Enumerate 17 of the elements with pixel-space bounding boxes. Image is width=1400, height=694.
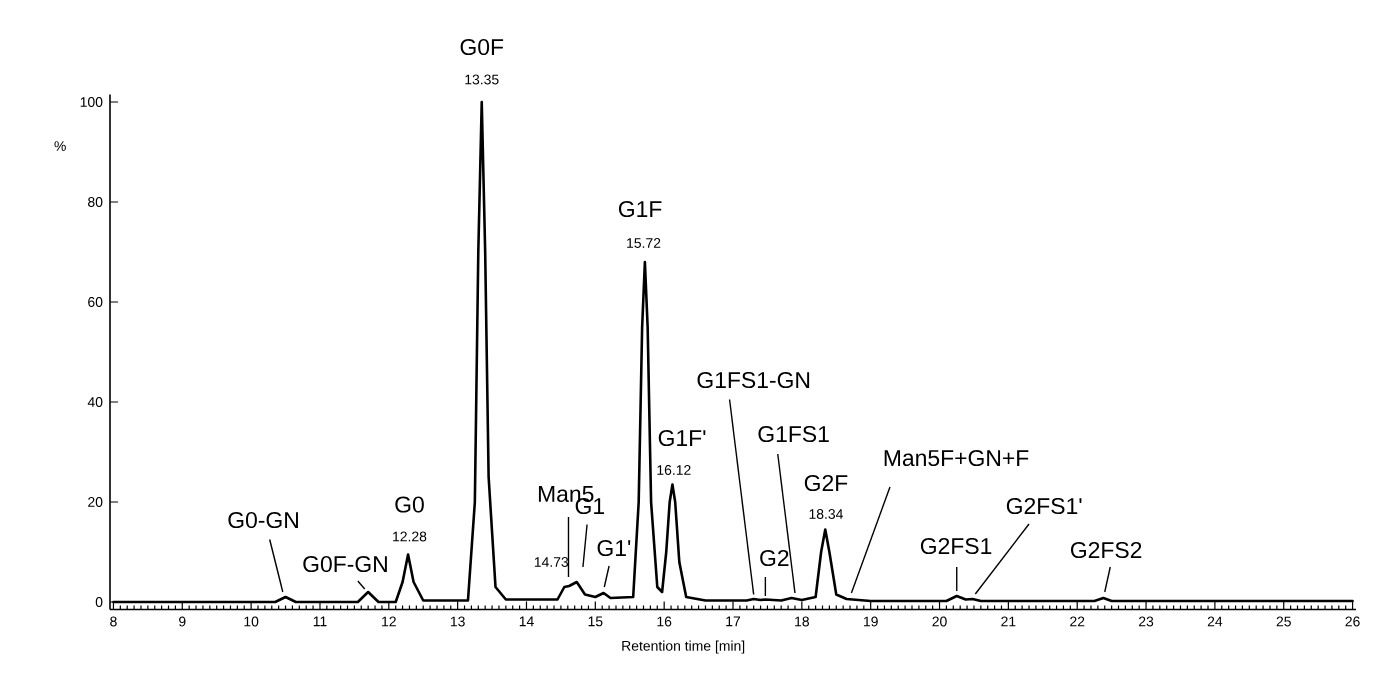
annotation: G2FS1'	[1006, 497, 1082, 515]
annotation: G0F-GN	[303, 555, 387, 573]
annotation: G0	[395, 496, 424, 513]
annotation: G1FS1-GN	[697, 371, 810, 389]
annotation: G2F	[804, 474, 848, 492]
annotation: G2FS2	[1070, 541, 1142, 559]
annotation: G1FS1	[758, 425, 829, 443]
annotation: Man5F+GN+F	[884, 449, 1029, 467]
annotation: G1	[575, 497, 604, 515]
annotation: G1F	[618, 200, 662, 218]
annotation: G0-GN	[228, 511, 298, 529]
annotation: Man5	[538, 486, 594, 502]
annotation: G2FS1	[920, 537, 992, 555]
annotation: G1F'	[658, 429, 706, 447]
annotation: G0F	[460, 38, 504, 56]
annotation: G1'	[597, 539, 631, 557]
annotation: G2	[760, 549, 789, 567]
